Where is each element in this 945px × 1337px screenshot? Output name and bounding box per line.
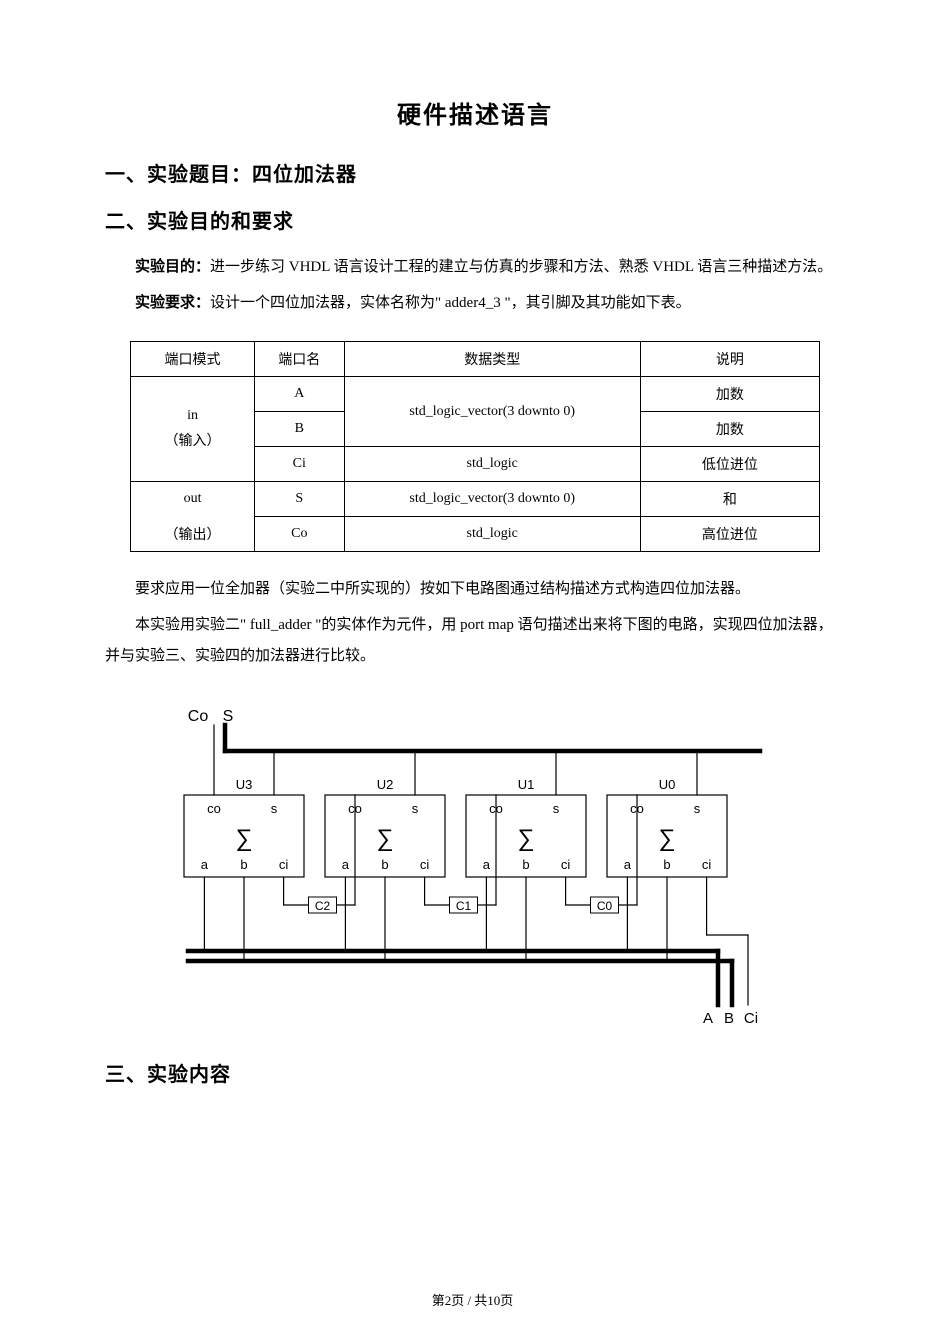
th-desc: 说明 [640,342,819,377]
port-table-container: 端口模式 端口名 数据类型 说明 in （输入） A std_logic_vec… [130,341,820,552]
section-1-heading: 一、实验题目：四位加法器 [105,158,845,187]
cell-name: B [255,412,345,447]
circuit-diagram: CoSABCiU3cosabci∑U2cosabci∑U1cosabci∑U0c… [170,703,780,1038]
out-label-1: out [131,482,255,517]
cell-desc: 加数 [640,412,819,447]
svg-text:a: a [624,857,632,872]
svg-text:co: co [207,801,221,816]
svg-text:ci: ci [561,857,571,872]
svg-text:U3: U3 [236,777,253,792]
cell-type: std_logic [344,517,640,552]
section-2-heading: 二、实验目的和要求 [105,205,845,234]
after-table-paragraph-1: 要求应用一位全加器（实验二中所实现的）按如下电路图通过结构描述方式构造四位加法器… [105,574,845,606]
svg-text:∑: ∑ [658,824,675,851]
out-label-2: （输出） [131,517,255,552]
svg-text:S: S [223,708,234,725]
require-label: 实验要求： [135,295,210,311]
svg-text:∑: ∑ [376,824,393,851]
svg-text:a: a [201,857,209,872]
svg-text:A: A [703,1010,713,1027]
svg-text:ci: ci [420,857,430,872]
svg-text:s: s [412,801,419,816]
document-title: 硬件描述语言 [105,95,845,130]
cell-in-mode: in （输入） [131,377,255,482]
th-mode: 端口模式 [131,342,255,377]
svg-text:ci: ci [279,857,289,872]
table-row: （输出） Co std_logic 高位进位 [131,517,820,552]
th-type: 数据类型 [344,342,640,377]
cell-name: S [255,482,345,517]
cell-name: Ci [255,447,345,482]
purpose-paragraph: 实验目的：进一步练习 VHDL 语言设计工程的建立与仿真的步骤和方法、熟悉 VH… [105,252,845,284]
cell-desc: 加数 [640,377,819,412]
svg-text:s: s [553,801,560,816]
th-name: 端口名 [255,342,345,377]
cell-desc: 低位进位 [640,447,819,482]
svg-text:C2: C2 [315,899,331,913]
table-row: in （输入） A std_logic_vector(3 downto 0) 加… [131,377,820,412]
svg-text:Ci: Ci [744,1010,758,1027]
cell-type-ab: std_logic_vector(3 downto 0) [344,377,640,447]
page-footer: 第2页 / 共10页 [0,1290,945,1309]
svg-text:C1: C1 [456,899,472,913]
after-table-paragraph-2: 本实验用实验二" full_adder "的实体作为元件，用 port map … [105,610,845,673]
svg-text:b: b [522,857,529,872]
requirement-paragraph: 实验要求：设计一个四位加法器，实体名称为" adder4_3 "，其引脚及其功能… [105,288,845,320]
svg-text:C0: C0 [597,899,613,913]
svg-text:ci: ci [702,857,712,872]
svg-text:b: b [663,857,670,872]
cell-desc: 和 [640,482,819,517]
svg-text:U2: U2 [377,777,394,792]
cell-name: A [255,377,345,412]
svg-text:b: b [381,857,388,872]
svg-text:∑: ∑ [517,824,534,851]
cell-type: std_logic_vector(3 downto 0) [344,482,640,517]
svg-text:U1: U1 [518,777,535,792]
purpose-label: 实验目的： [135,259,210,275]
svg-text:a: a [342,857,350,872]
svg-text:s: s [271,801,278,816]
cell-name: Co [255,517,345,552]
svg-text:U0: U0 [659,777,676,792]
cell-type: std_logic [344,447,640,482]
svg-text:b: b [240,857,247,872]
svg-text:s: s [694,801,701,816]
in-label-1: in [135,408,250,424]
in-label-2: （输入） [135,430,250,450]
require-text: 设计一个四位加法器，实体名称为" adder4_3 "，其引脚及其功能如下表。 [210,295,691,311]
port-table: 端口模式 端口名 数据类型 说明 in （输入） A std_logic_vec… [130,341,820,552]
circuit-svg: CoSABCiU3cosabci∑U2cosabci∑U1cosabci∑U0c… [170,703,780,1038]
svg-text:Co: Co [188,708,209,725]
section-3-heading: 三、实验内容 [105,1058,845,1087]
svg-text:B: B [724,1010,734,1027]
svg-text:∑: ∑ [235,824,252,851]
table-row: out S std_logic_vector(3 downto 0) 和 [131,482,820,517]
cell-desc: 高位进位 [640,517,819,552]
purpose-text: 进一步练习 VHDL 语言设计工程的建立与仿真的步骤和方法、熟悉 VHDL 语言… [210,259,832,275]
table-row: 端口模式 端口名 数据类型 说明 [131,342,820,377]
svg-text:a: a [483,857,491,872]
